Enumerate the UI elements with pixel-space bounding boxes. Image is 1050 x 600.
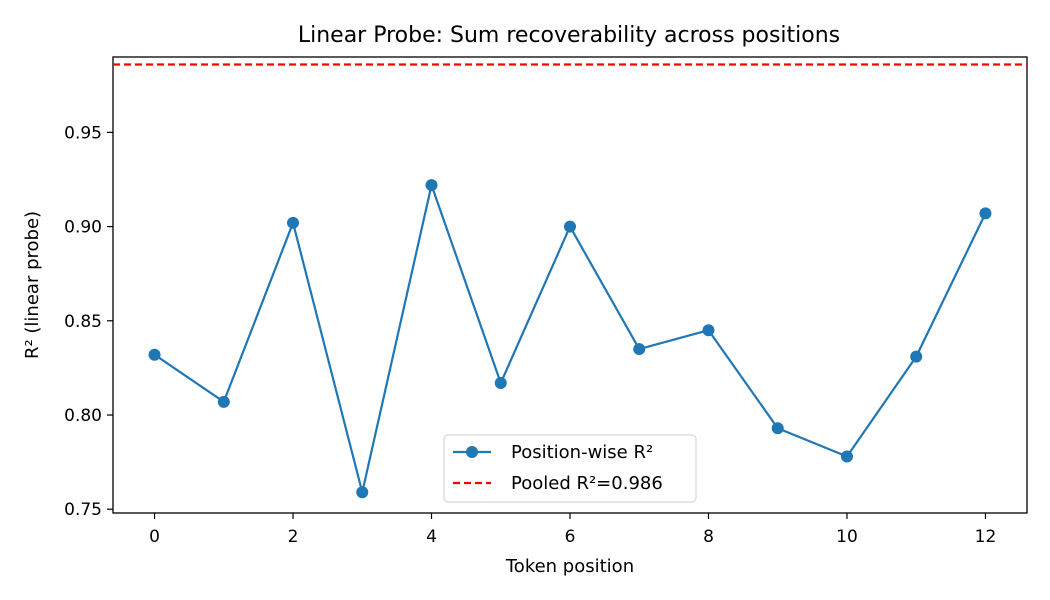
x-axis-ticks: 0 2 4 6 8 10 12: [149, 513, 996, 547]
data-point: [148, 348, 161, 361]
x-tick-label: 8: [703, 527, 714, 547]
data-point: [910, 350, 923, 363]
data-point: [425, 179, 438, 192]
data-point: [356, 486, 369, 499]
y-tick-label: 0.80: [64, 406, 102, 426]
y-axis-ticks: 0.75 0.80 0.85 0.90 0.95: [64, 123, 113, 520]
legend-series-marker: [466, 446, 478, 458]
legend: Position-wise R² Pooled R²=0.986: [443, 434, 697, 503]
y-tick-label: 0.90: [64, 218, 102, 238]
x-tick-label: 4: [426, 527, 437, 547]
legend-box: [443, 434, 697, 503]
data-point: [217, 395, 230, 408]
y-axis-label: R² (linear probe): [22, 211, 43, 359]
x-tick-label: 0: [149, 527, 160, 547]
y-tick-label: 0.95: [64, 123, 102, 143]
x-tick-label: 10: [836, 527, 858, 547]
data-point: [840, 450, 853, 463]
legend-label-position-wise: Position-wise R²: [511, 442, 653, 463]
data-point: [979, 207, 992, 220]
y-tick-label: 0.85: [64, 312, 102, 332]
data-point: [564, 220, 576, 233]
x-tick-label: 2: [288, 527, 299, 547]
y-tick-label: 0.75: [64, 500, 102, 520]
legend-label-pooled: Pooled R²=0.986: [511, 473, 663, 494]
series-layer: [148, 179, 992, 499]
x-axis-label: Token position: [505, 556, 634, 577]
data-point: [633, 343, 646, 356]
data-point: [287, 216, 300, 229]
x-tick-label: 12: [975, 527, 997, 547]
data-point: [494, 376, 507, 389]
chart-title: Linear Probe: Sum recoverability across …: [298, 23, 840, 48]
data-point: [771, 422, 784, 435]
data-point: [702, 324, 715, 337]
x-tick-label: 6: [565, 527, 576, 547]
